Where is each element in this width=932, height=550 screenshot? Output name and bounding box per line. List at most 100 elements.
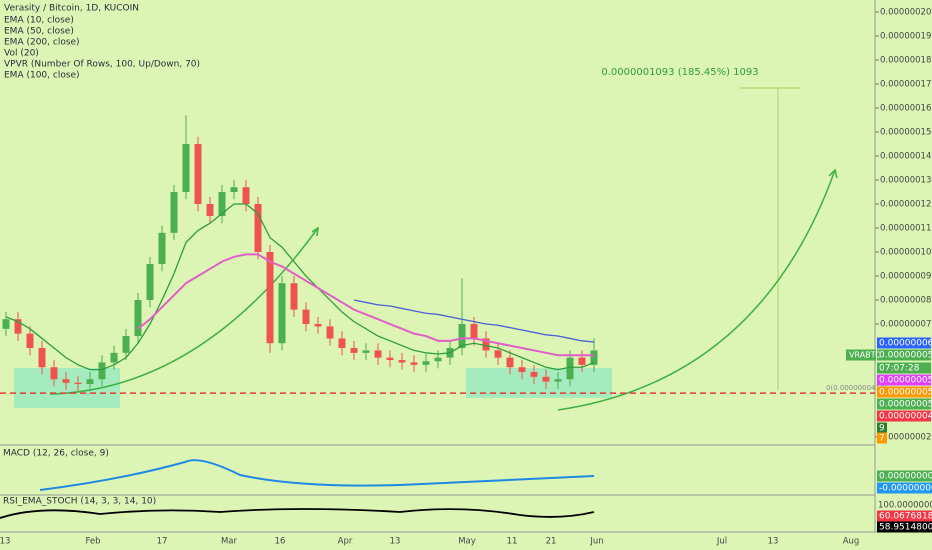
- indicator-label: EMA (10, close): [4, 16, 74, 26]
- candle-body: [206, 204, 214, 217]
- candle-body: [14, 319, 22, 334]
- candle-body: [434, 357, 442, 362]
- x-tick-label: Apr: [338, 537, 353, 547]
- price-badge-label: 7: [879, 434, 885, 444]
- price-badge: [877, 362, 931, 374]
- candle-body: [218, 192, 226, 217]
- macd-badge: [877, 482, 932, 494]
- x-tick-label: Jun: [589, 537, 603, 547]
- symbol-badge: [846, 349, 876, 361]
- y-tick-label: 0.0000001500: [880, 128, 932, 138]
- candle-body: [506, 357, 514, 368]
- y-tick-label: 0.0000001000: [880, 248, 932, 258]
- candle-body: [338, 338, 346, 349]
- price-badge-label: 0.0000000524: [879, 388, 932, 398]
- macd-title: MACD (12, 26, close, 9): [3, 449, 109, 459]
- y-tick-label: 0.0000001100: [880, 224, 932, 234]
- candle-body: [494, 350, 502, 358]
- rsi-tick: 100.0000000000: [878, 501, 932, 511]
- candle-body: [26, 333, 34, 349]
- y-tick-label: 0.0000000700: [880, 320, 932, 330]
- price-badge-label: 9: [879, 424, 885, 434]
- rsi-badge-label: 58.9514800780: [879, 523, 932, 533]
- candle-body: [2, 319, 10, 329]
- candle-body: [122, 336, 130, 353]
- candle-body: [578, 357, 586, 365]
- candle-body: [38, 348, 46, 368]
- indicator-label: EMA (100, close): [4, 71, 80, 81]
- candle-body: [410, 362, 418, 365]
- ema-line: [353, 299, 595, 343]
- candle-body: [314, 324, 322, 327]
- candle-body: [266, 252, 274, 344]
- candle-body: [86, 379, 94, 385]
- candle-body: [158, 232, 166, 265]
- candle-body: [302, 309, 310, 325]
- arrow: [49, 227, 319, 395]
- price-badge: [877, 432, 887, 444]
- candle-body: [482, 338, 490, 351]
- y-tick-label: 0.0000002000: [880, 8, 932, 18]
- price-badge: [877, 386, 931, 398]
- price-badge-label: 07:07:28: [879, 364, 920, 374]
- candle-body: [170, 192, 178, 233]
- price-badge-label: 0.0000000412: [879, 412, 932, 422]
- candle-body: [518, 367, 526, 373]
- candle-body: [458, 324, 466, 349]
- price-badge-label: 0.0000000590: [879, 351, 932, 361]
- arrow: [557, 169, 836, 411]
- x-tick-label: 21: [546, 537, 557, 547]
- indicator-label: Vol (20): [4, 49, 39, 59]
- price-badge: [877, 422, 887, 434]
- arrow: [828, 168, 838, 179]
- candle-body: [242, 187, 250, 205]
- x-tick-label: 13: [390, 537, 401, 547]
- y-tick-label: 0.0000001900: [880, 32, 932, 42]
- indicator-label: EMA (50, close): [4, 27, 74, 37]
- price-badge-label: 0.0000000554: [879, 376, 932, 386]
- macd-badge: [877, 470, 932, 482]
- candle-body: [134, 300, 142, 337]
- candle-body: [530, 372, 538, 377]
- price-badge-label: 0.0000000514: [879, 400, 932, 410]
- rsi-badge: [877, 510, 932, 522]
- y-tick-label: 0.0000001800: [880, 56, 932, 66]
- candle-body: [98, 362, 106, 380]
- x-tick-label: Jul: [716, 537, 727, 547]
- x-tick-label: Aug: [843, 537, 860, 547]
- candle-body: [566, 357, 574, 380]
- candle-body: [230, 187, 238, 193]
- rsi-badge-label: 60.0676818951: [879, 512, 932, 522]
- arrow: [311, 226, 319, 237]
- candle-body: [554, 379, 562, 382]
- x-tick-label: 13: [768, 537, 779, 547]
- chart-title: Verasity / Bitcoin, 1D, KUCOIN: [4, 4, 139, 14]
- candle-body: [110, 352, 118, 363]
- candle-body: [362, 350, 370, 353]
- x-tick-label: May: [458, 537, 476, 547]
- candle-body: [326, 326, 334, 339]
- indicator-label: EMA (200, close): [4, 38, 80, 48]
- rsi-title: RSI_EMA_STOCH (14, 3, 3, 14, 10): [3, 497, 156, 507]
- x-tick-label: 17: [157, 537, 168, 547]
- macd-badge-label: 0.0000000012: [879, 472, 932, 482]
- candle-body: [350, 348, 358, 353]
- symbol-label: VRABTC: [849, 351, 881, 360]
- candle-body: [278, 283, 286, 344]
- candle-body: [74, 382, 82, 385]
- price-badge-label: 0.0000000616: [879, 339, 932, 349]
- y-tick-label: 0.0000000230: [880, 432, 932, 442]
- price-badge: [877, 374, 931, 386]
- ema-line: [5, 203, 595, 371]
- x-tick-label: Mar: [221, 537, 238, 547]
- macd-line: [39, 459, 595, 491]
- ema-line: [137, 253, 594, 357]
- candle-body: [374, 350, 382, 358]
- measure-annotation: 0.0000001093 (185.45%) 1093: [601, 67, 758, 78]
- fib-label: 0(0.0000000412): [826, 384, 887, 392]
- y-tick-label: 0.0000001700: [880, 80, 932, 90]
- y-tick-label: 0.0000001300: [880, 176, 932, 186]
- candle-body: [470, 324, 478, 339]
